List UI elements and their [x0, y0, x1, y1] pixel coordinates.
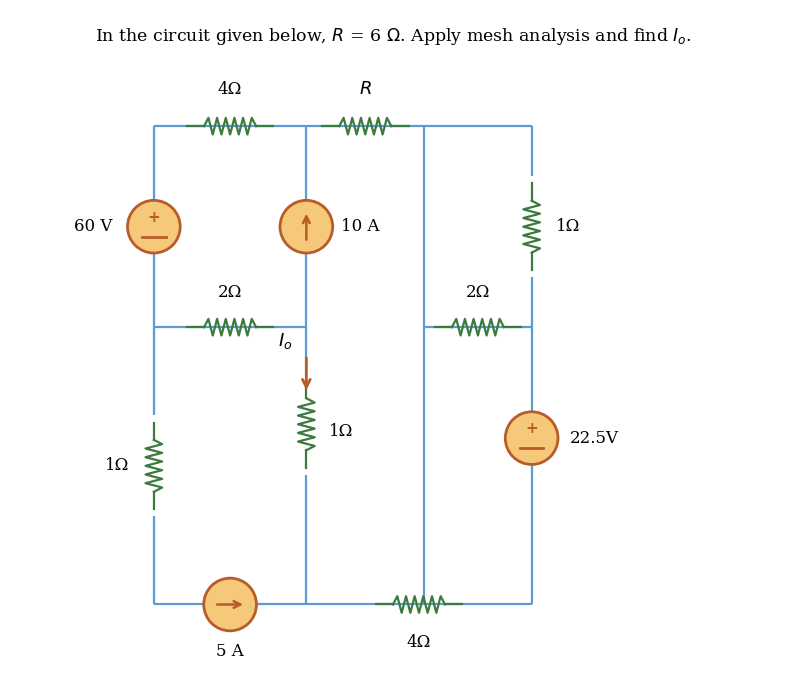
- Text: 60 V: 60 V: [74, 218, 112, 235]
- Text: +: +: [148, 210, 160, 225]
- Circle shape: [204, 578, 256, 631]
- Text: 5 A: 5 A: [216, 642, 244, 660]
- Text: 1Ω: 1Ω: [105, 457, 130, 475]
- Text: 1Ω: 1Ω: [329, 422, 353, 440]
- Circle shape: [280, 200, 332, 253]
- Text: 10 A: 10 A: [341, 218, 380, 235]
- Text: $R$: $R$: [359, 81, 372, 98]
- Text: $I_o$: $I_o$: [278, 331, 292, 351]
- Text: 1Ω: 1Ω: [556, 218, 580, 235]
- Circle shape: [127, 200, 180, 253]
- Text: 4Ω: 4Ω: [218, 81, 242, 98]
- Text: In the circuit given below, $R$ = 6 $\Omega$. Apply mesh analysis and find $I_o$: In the circuit given below, $R$ = 6 $\Om…: [94, 26, 692, 47]
- Circle shape: [505, 412, 558, 464]
- Text: 4Ω: 4Ω: [407, 634, 432, 651]
- Text: 2Ω: 2Ω: [218, 284, 242, 301]
- Text: 22.5V: 22.5V: [570, 429, 619, 447]
- Text: 2Ω: 2Ω: [466, 284, 490, 301]
- Text: +: +: [525, 421, 538, 436]
